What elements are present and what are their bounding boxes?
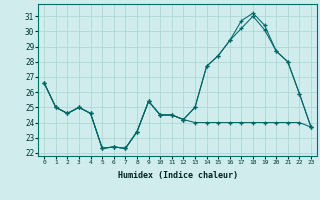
X-axis label: Humidex (Indice chaleur): Humidex (Indice chaleur) (118, 171, 238, 180)
